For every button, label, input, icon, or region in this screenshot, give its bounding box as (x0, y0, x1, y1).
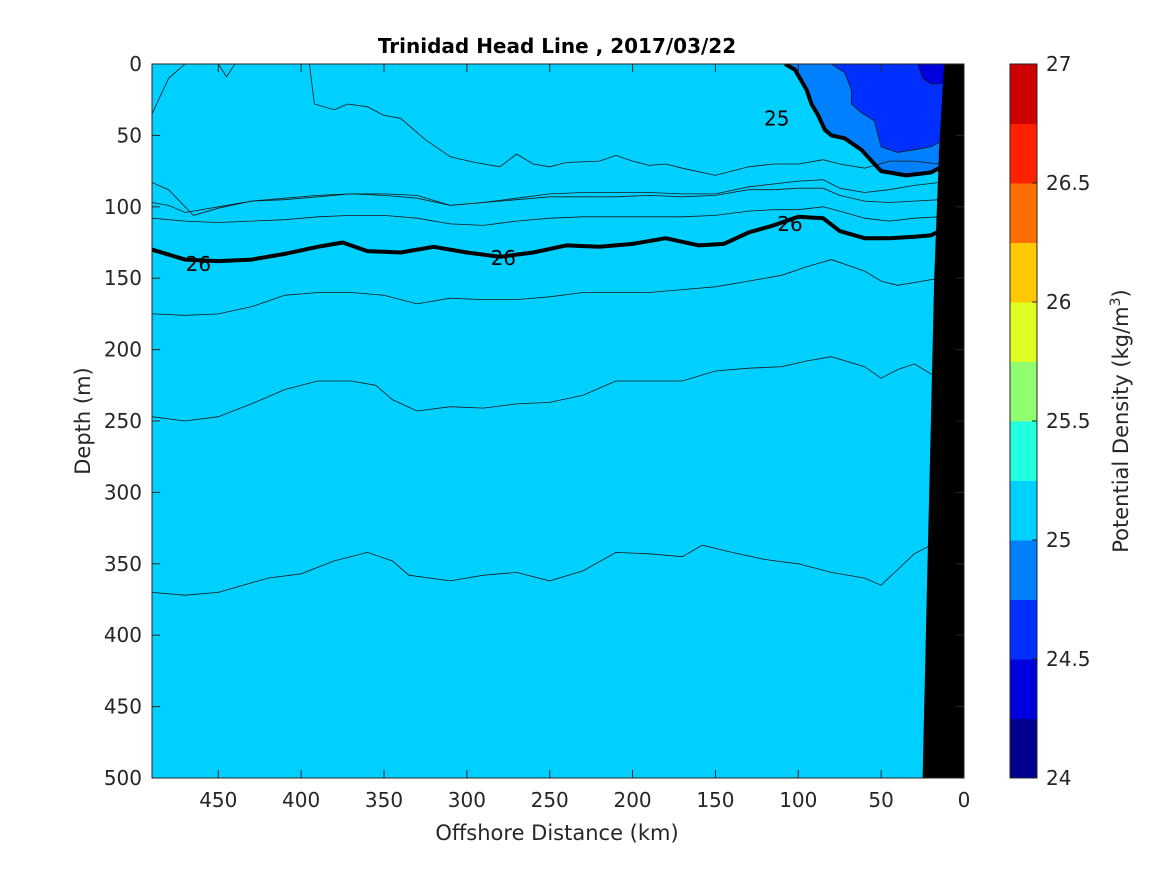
contour-line-26.25 (152, 259, 940, 316)
x-tick-label-150: 150 (696, 788, 734, 812)
colorbar-swatch-24.25 (1010, 659, 1037, 719)
colorbar-tick-label-25: 25 (1046, 528, 1071, 552)
colorbar-ticks: 24 24.5 25 25.5 26 26.5 27 (1032, 52, 1091, 790)
contour-labels: 26 26 26 25 (186, 106, 803, 276)
colorbar-swatch-24.75 (1010, 540, 1037, 600)
x-tick-label-450: 450 (199, 788, 237, 812)
colorbar-swatches (1010, 64, 1037, 779)
chart-title: Trinidad Head Line , 2017/03/22 (378, 34, 736, 58)
x-tick-label-350: 350 (365, 788, 403, 812)
y-tick-label-500: 500 (104, 766, 142, 790)
contour-label-3: 25 (764, 106, 789, 130)
x-tick-label-0: 0 (958, 788, 971, 812)
contour-line-25 (152, 64, 940, 176)
colorbar-swatch-26 (1010, 242, 1037, 303)
colorbar-swatch-26.75 (1010, 64, 1037, 124)
colorbar-swatch-25.25 (1010, 421, 1037, 481)
colorbar-tick-label-24.5: 24.5 (1046, 647, 1091, 671)
y-tick-label-350: 350 (104, 552, 142, 576)
y-tick-label-250: 250 (104, 409, 142, 433)
colorbar-swatch-26.25 (1010, 183, 1037, 243)
bathymetry-shape (922, 64, 964, 778)
y-axis-label: Depth (m) (71, 367, 95, 474)
contour-line-25.75 (152, 206, 940, 226)
bold-contour-26 (152, 214, 941, 264)
y-tick-label-300: 300 (104, 480, 142, 504)
bathymetry-mask (922, 64, 964, 778)
contour-line-25.25 (152, 179, 940, 216)
x-tick-label-400: 400 (282, 788, 320, 812)
colorbar-swatch-25.75 (1010, 302, 1037, 362)
x-tick-label-50: 50 (868, 788, 893, 812)
y-tick-label-450: 450 (104, 695, 142, 719)
contour-line-24.25 (917, 64, 940, 85)
y-tick-label-0: 0 (129, 52, 142, 76)
y-tick-label-50: 50 (117, 123, 142, 147)
contour-band-25 (152, 64, 964, 778)
colorbar-swatch-25.5 (1010, 361, 1037, 422)
colorbar-swatch-24 (1010, 718, 1037, 779)
contour-fills (152, 64, 964, 778)
x-tick-label-100: 100 (779, 788, 817, 812)
colorbar-tick-label-27: 27 (1046, 52, 1071, 76)
colorbar-swatch-24.5 (1010, 599, 1037, 660)
y-tick-label-400: 400 (104, 623, 142, 647)
contour-line-26.75 (152, 543, 940, 596)
colorbar-tick-label-24: 24 (1046, 766, 1071, 790)
contour-line-24.5 (831, 64, 940, 153)
colorbar-tick-label-26: 26 (1046, 290, 1071, 314)
contour-label-2: 26 (777, 212, 802, 236)
x-tick-label-200: 200 (613, 788, 651, 812)
contour-label-1: 26 (491, 246, 516, 270)
colorbar-swatch-26.5 (1010, 123, 1037, 184)
x-tick-label-250: 250 (531, 788, 569, 812)
bold-contour-25 (784, 64, 941, 178)
colorbar-tick-label-26.5: 26.5 (1046, 171, 1091, 195)
x-axis-ticks: 450 400 350 300 250 200 150 100 50 0 (199, 64, 970, 812)
y-tick-label-100: 100 (104, 195, 142, 219)
colorbar-swatch-25 (1010, 480, 1037, 541)
y-axis-ticks: 0 50 100 150 200 250 300 350 400 450 500 (104, 52, 964, 790)
y-tick-label-200: 200 (104, 338, 142, 362)
x-axis-label: Offshore Distance (km) (435, 821, 678, 845)
colorbar: 24 24.5 25 25.5 26 26.5 27 Potential Density (… (1009, 52, 1133, 790)
contour-line-26.5 (152, 356, 940, 422)
colorbar-label: Potential Density (kg/m3) (1108, 289, 1133, 553)
contour-line-25.5 (152, 187, 940, 213)
x-tick-label-300: 300 (448, 788, 486, 812)
colorbar-tick-label-25.5: 25.5 (1046, 409, 1091, 433)
contour-band-24.5 (831, 64, 964, 153)
labeled-contours (152, 64, 941, 264)
contour-label-0: 26 (186, 252, 211, 276)
y-tick-label-150: 150 (104, 266, 142, 290)
